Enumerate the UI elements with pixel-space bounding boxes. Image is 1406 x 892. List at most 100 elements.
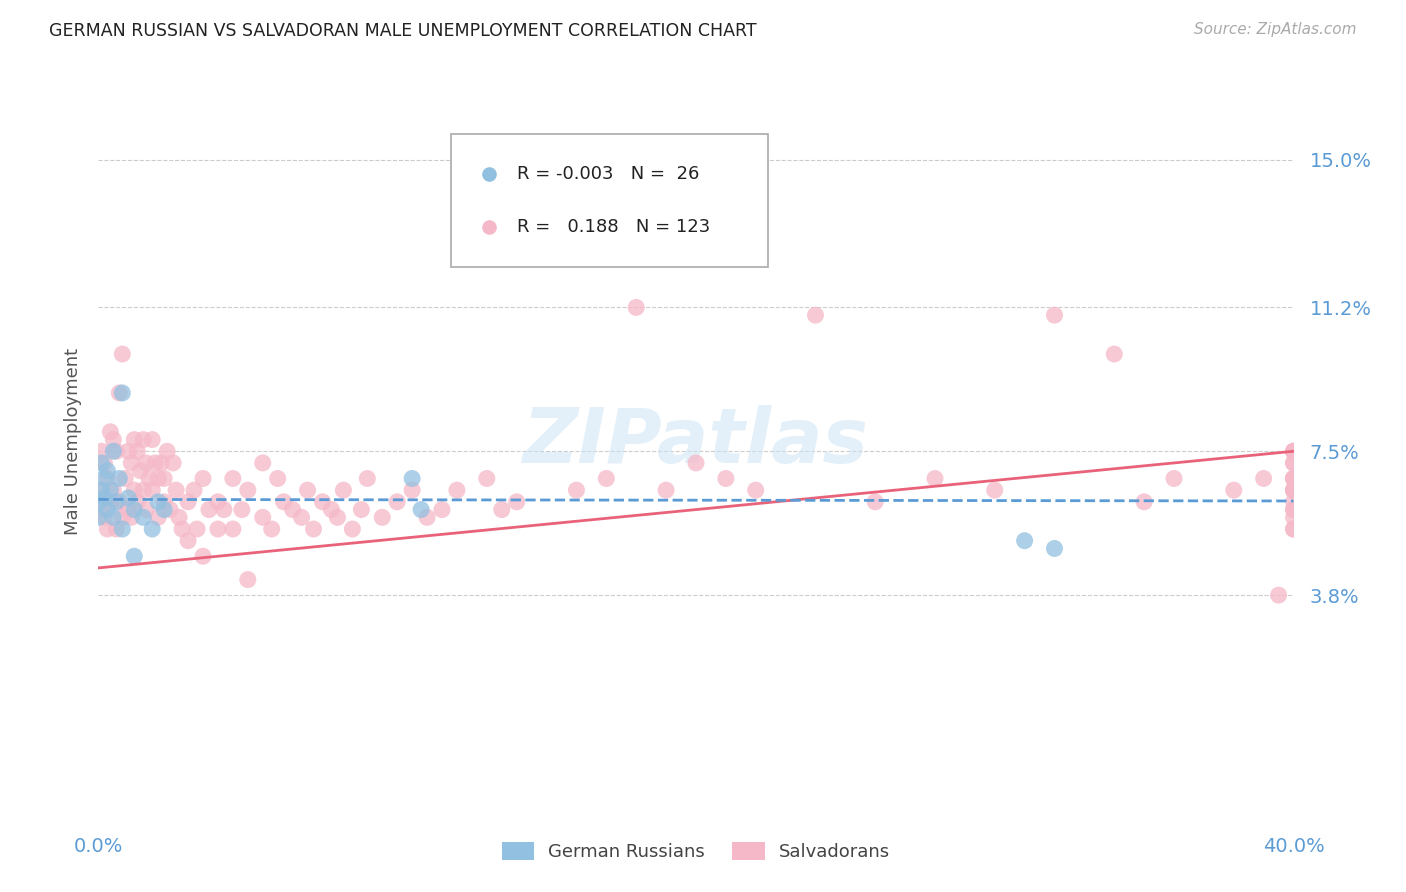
Point — [90, 483, 112, 497]
Point — [236, 573, 259, 587]
Legend: German Russians, Salvadorans: German Russians, Salvadorans — [495, 835, 897, 869]
Point — [236, 483, 259, 497]
Point — [1267, 588, 1289, 602]
Point — [132, 433, 155, 447]
Point — [297, 483, 319, 497]
Point — [804, 308, 827, 322]
Point — [143, 456, 166, 470]
Point — [93, 456, 115, 470]
Point — [177, 533, 200, 548]
Point — [96, 464, 118, 478]
Point — [111, 522, 134, 536]
Point — [626, 301, 648, 315]
Point — [1282, 502, 1305, 516]
Point — [156, 444, 179, 458]
Point — [132, 483, 155, 497]
Point — [212, 502, 235, 516]
Point — [714, 471, 737, 485]
Point — [172, 522, 194, 536]
Point — [108, 495, 131, 509]
Point — [1282, 471, 1305, 485]
Point — [120, 510, 142, 524]
Point — [1282, 522, 1305, 536]
Point — [103, 510, 125, 524]
Point — [356, 471, 378, 485]
Point — [148, 510, 170, 524]
Point — [103, 444, 125, 458]
Point — [1282, 483, 1305, 497]
Point — [536, 192, 558, 206]
Point — [267, 471, 290, 485]
Point — [222, 471, 245, 485]
Point — [1282, 444, 1305, 458]
Point — [103, 483, 125, 497]
Point — [111, 386, 134, 401]
Point — [231, 502, 253, 516]
Point — [124, 502, 146, 516]
Point — [148, 471, 170, 485]
Point — [141, 433, 163, 447]
Point — [1282, 502, 1305, 516]
Point — [416, 510, 439, 524]
Point — [117, 502, 139, 516]
Text: ZIPatlas: ZIPatlas — [523, 405, 869, 478]
Point — [1282, 495, 1305, 509]
Point — [1282, 483, 1305, 497]
Point — [191, 549, 214, 564]
Text: GERMAN RUSSIAN VS SALVADORAN MALE UNEMPLOYMENT CORRELATION CHART: GERMAN RUSSIAN VS SALVADORAN MALE UNEMPL… — [49, 22, 756, 40]
Point — [111, 510, 134, 524]
Point — [105, 444, 128, 458]
Point — [1282, 444, 1305, 458]
Point — [1133, 495, 1156, 509]
Point — [655, 483, 678, 497]
Point — [90, 456, 112, 470]
Point — [1282, 456, 1305, 470]
Point — [111, 347, 134, 361]
Point — [98, 483, 122, 497]
Point — [1223, 483, 1246, 497]
Point — [321, 502, 343, 516]
Point — [117, 491, 139, 505]
Point — [342, 522, 364, 536]
Point — [207, 522, 229, 536]
FancyBboxPatch shape — [451, 135, 768, 268]
Point — [1282, 456, 1305, 470]
Point — [93, 471, 115, 485]
Point — [87, 483, 110, 497]
Point — [87, 495, 110, 509]
Point — [135, 502, 157, 516]
Point — [150, 456, 173, 470]
Point — [1043, 308, 1066, 322]
Point — [186, 522, 208, 536]
Point — [114, 471, 136, 485]
Point — [491, 502, 513, 516]
Point — [865, 495, 887, 509]
Point — [96, 502, 118, 516]
Point — [132, 510, 155, 524]
Point — [90, 502, 112, 516]
Point — [385, 495, 409, 509]
Point — [302, 522, 325, 536]
Point — [1163, 471, 1185, 485]
Point — [565, 483, 588, 497]
Point — [167, 510, 190, 524]
Point — [124, 549, 146, 564]
Point — [401, 471, 423, 485]
Y-axis label: Male Unemployment: Male Unemployment — [63, 348, 82, 535]
Point — [141, 522, 163, 536]
Point — [1282, 522, 1305, 536]
Point — [371, 510, 394, 524]
Point — [430, 502, 453, 516]
Point — [411, 502, 433, 516]
Point — [1282, 483, 1305, 497]
Point — [183, 483, 205, 497]
Point — [117, 444, 139, 458]
Point — [120, 456, 142, 470]
Point — [159, 502, 181, 516]
Point — [153, 502, 176, 516]
Point — [350, 502, 373, 516]
Point — [475, 471, 498, 485]
Point — [291, 510, 314, 524]
Point — [1253, 471, 1275, 485]
Point — [1282, 510, 1305, 524]
